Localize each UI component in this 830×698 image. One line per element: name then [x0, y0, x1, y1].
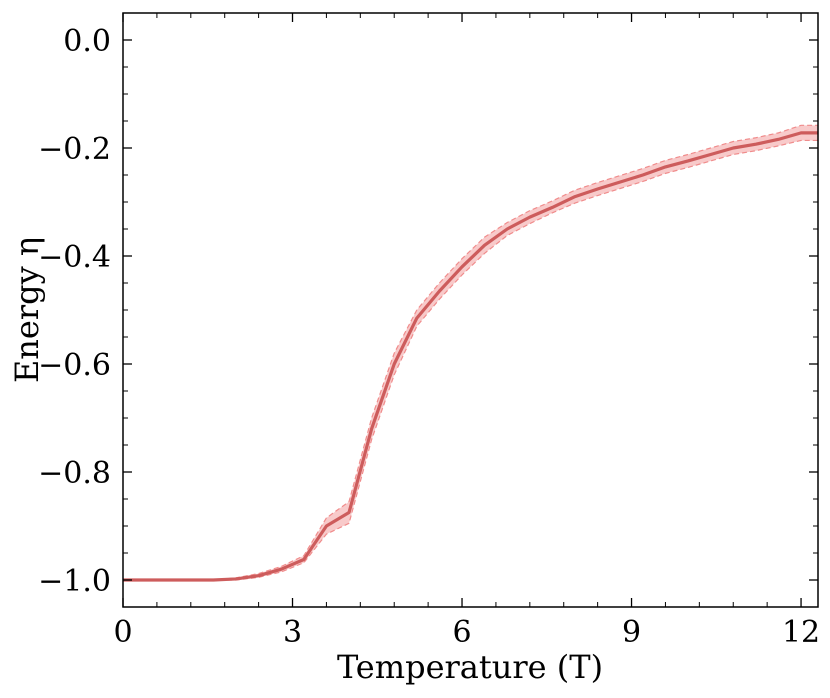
y-tick-label: −0.6	[38, 348, 111, 383]
series-line	[123, 131, 818, 582]
band-upper-edge	[123, 124, 818, 581]
band-lower-edge	[123, 139, 818, 581]
y-tick-label: 0.0	[63, 24, 111, 59]
x-tick-label: 3	[283, 615, 302, 650]
y-tick-label: −1.0	[38, 564, 111, 599]
y-tick-label: −0.4	[38, 240, 111, 275]
y-axis-title: Energy η	[8, 237, 46, 383]
tick-layer	[122, 12, 818, 608]
series-line-layer	[123, 131, 818, 582]
x-tick-label: 0	[113, 615, 132, 650]
x-tick-label: 12	[782, 615, 820, 650]
plot-frame	[122, 12, 819, 608]
x-axis-title: Temperature (T)	[337, 648, 603, 686]
x-tick-label: 9	[622, 615, 641, 650]
y-tick-label: −0.2	[38, 132, 111, 167]
x-tick-labels: 0 3 6 9 12	[113, 615, 820, 650]
uncertainty-band-layer	[123, 124, 818, 581]
y-tick-label: −0.8	[38, 456, 111, 491]
y-tick-labels: 0.0 −0.2 −0.4 −0.6 −0.8 −1.0	[38, 24, 111, 599]
uncertainty-band	[123, 125, 818, 580]
x-tick-label: 6	[452, 615, 471, 650]
